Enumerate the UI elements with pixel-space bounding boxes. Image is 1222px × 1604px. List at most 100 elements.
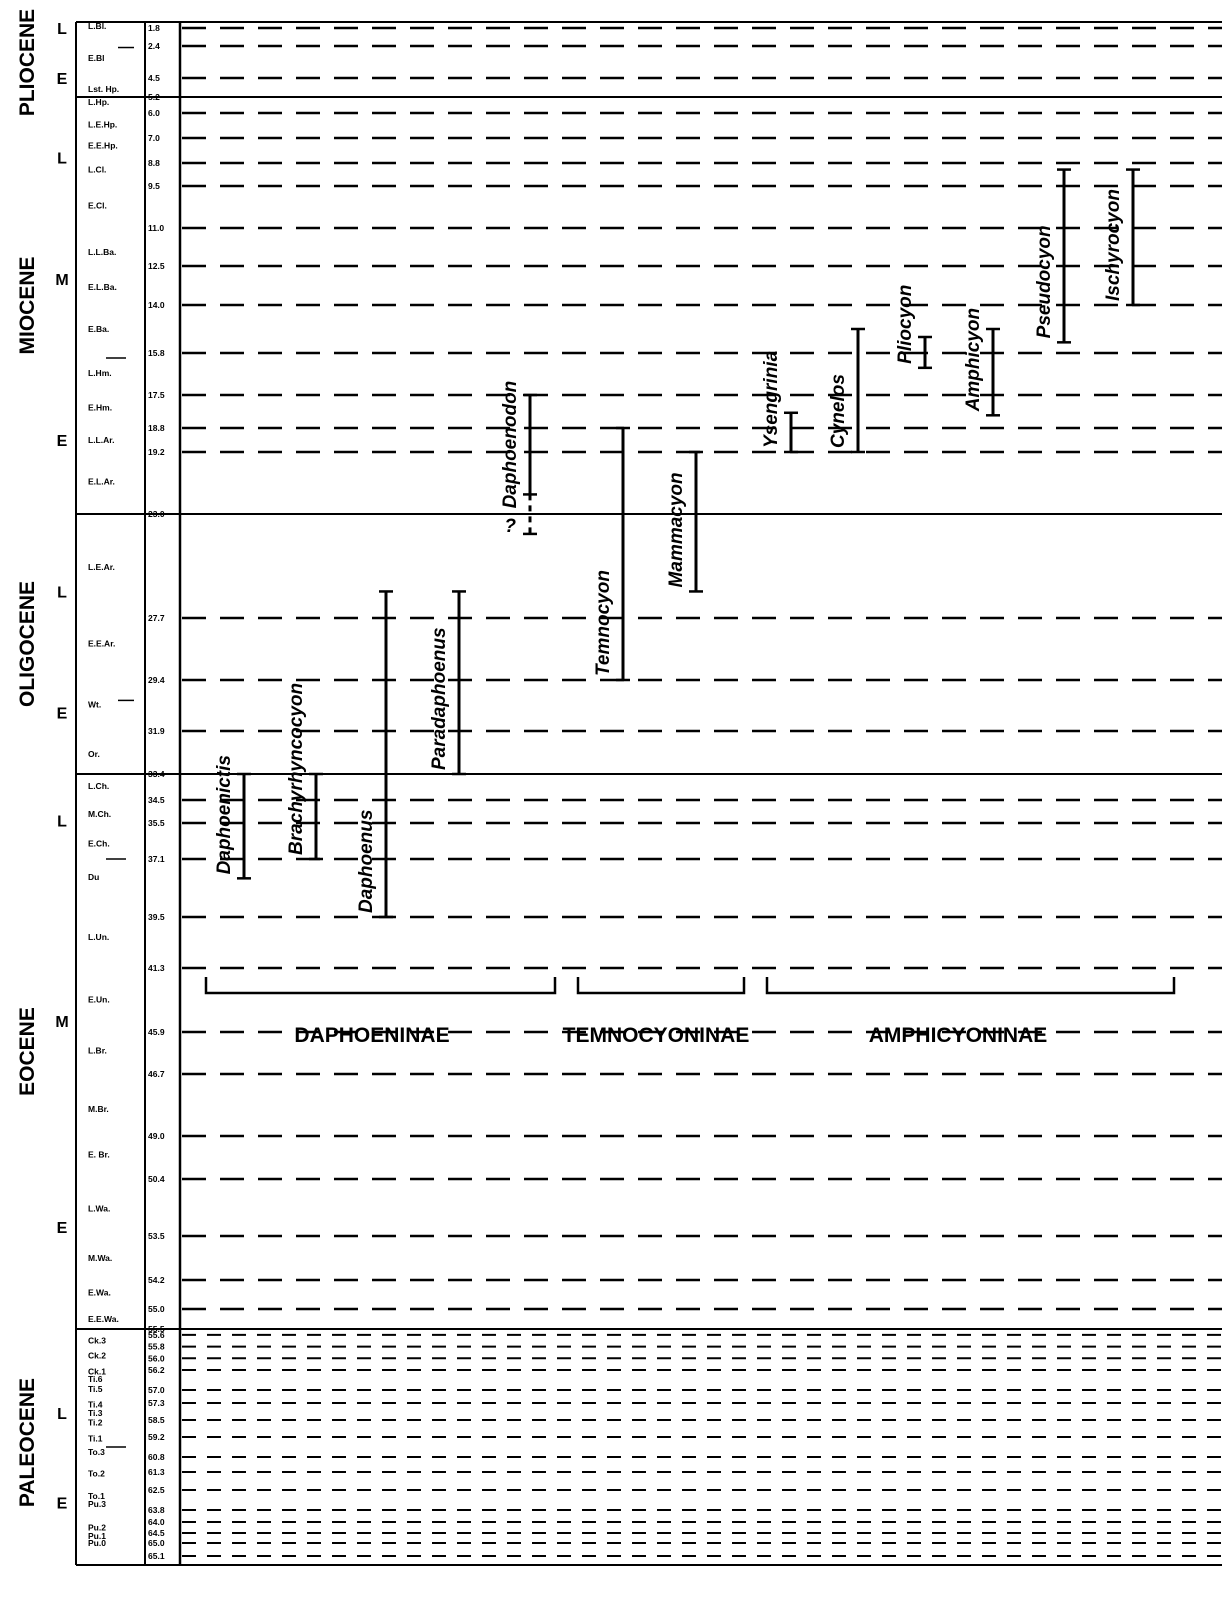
age-label: 7.0 — [148, 133, 160, 143]
nalma-label: E.L.Ba. — [88, 282, 117, 292]
nalma-stage-labels: L.Bl. E.Bl Lst. Hp. L.Hp. L.E.Hp. E.E.Hp. L.Cl… — [88, 21, 119, 1548]
genus-range-daphoenodon: ? Daphoenodon — [500, 381, 537, 537]
genus-range-temnocyon: Temnocyon — [593, 426, 630, 682]
age-label: 27.7 — [148, 613, 165, 623]
age-label: 56.2 — [148, 1365, 165, 1375]
subfamily-amphicyoninae — [765, 977, 1176, 995]
nalma-label: Pu.1 — [88, 1531, 106, 1541]
sub-epoch-label: M — [55, 272, 68, 289]
age-label: 19.2 — [148, 447, 165, 457]
sub-epoch-label: E — [57, 1220, 68, 1237]
uncertainty-mark: ? — [504, 516, 516, 537]
nalma-label: E.Wa. — [88, 1288, 111, 1298]
nalma-label: L.Ch. — [88, 781, 109, 791]
nalma-label: E.L.Ar. — [88, 476, 115, 486]
genus-range-mammacyon: Mammacyon — [666, 450, 703, 593]
epoch-label-miocene: MIOCENE — [16, 256, 39, 354]
nalma-label: Wt. — [88, 699, 101, 709]
sub-epoch-label: L — [57, 814, 67, 831]
nalma-label: Pu.2 — [88, 1523, 106, 1533]
age-label: 55.6 — [148, 1330, 165, 1340]
sub-epoch-label: L — [57, 1406, 67, 1423]
nalma-label: Ck.3 — [88, 1336, 106, 1346]
genus-label: Daphoenus — [356, 810, 377, 913]
genus-label: Pseudocyon — [1034, 225, 1055, 338]
age-label: 29.4 — [148, 675, 165, 685]
time-line-dashes — [182, 26, 1222, 1557]
genus-range-ischyrocyon: Ischyrocyon — [1103, 168, 1140, 307]
nalma-label: L.E.Hp. — [88, 119, 117, 129]
genus-label: Amphicyon — [963, 308, 984, 412]
age-label: 61.3 — [148, 1467, 165, 1477]
genus-range-amphicyon: Amphicyon — [963, 308, 1000, 417]
sub-epoch-label: L — [57, 150, 67, 167]
age-labels: 1.8 2.4 4.5 5.2 6.0 7.0 8.8 9.5 11.0 12.5 14.0 15.8… — [148, 23, 165, 1561]
epoch-label-pliocene: PLIOCENE — [16, 9, 39, 116]
genus-ranges: Daphoenictis Brachyrhyncocyon Daphoenus Par… — [214, 168, 1140, 919]
age-label: 59.2 — [148, 1432, 165, 1442]
age-label: 9.5 — [148, 181, 160, 191]
nalma-label: M.Br. — [88, 1104, 109, 1114]
nalma-label: E. Br. — [88, 1149, 110, 1159]
genus-range-daphoenus: Daphoenus — [356, 590, 393, 919]
nalma-label: L.L.Ar. — [88, 435, 114, 445]
age-label: 12.5 — [148, 261, 165, 271]
nalma-label: Ti.6 — [88, 1374, 103, 1384]
nalma-label: To.1 — [88, 1491, 105, 1501]
age-label: 63.8 — [148, 1505, 165, 1515]
nalma-label: E.E.Ar. — [88, 639, 115, 649]
nalma-label: L.L.Ba. — [88, 247, 116, 257]
epoch-label-eocene: EOCENE — [16, 1007, 39, 1096]
nalma-label: M.Wa. — [88, 1253, 112, 1263]
epoch-label-paleocene: PALEOCENE — [16, 1378, 39, 1507]
sub-epoch-label: E — [57, 433, 68, 450]
age-label: 50.4 — [148, 1174, 165, 1184]
genus-label: Temnocyon — [593, 570, 614, 676]
age-label: 54.2 — [148, 1275, 165, 1285]
nalma-label: Or. — [88, 749, 100, 759]
age-label: 65.1 — [148, 1551, 165, 1561]
genus-label: Mammacyon — [666, 472, 687, 587]
nalma-label: Ck.1 — [88, 1366, 106, 1376]
nalma-label: E.Hm. — [88, 403, 112, 413]
age-label: 55.8 — [148, 1342, 165, 1352]
genus-label: Brachyrhyncocyon — [286, 683, 307, 855]
age-label: 11.0 — [148, 223, 164, 233]
age-label: 33.4 — [148, 769, 165, 779]
sub-epoch-label: L — [57, 584, 67, 601]
nalma-label: To.2 — [88, 1469, 105, 1479]
age-label: 4.5 — [148, 73, 160, 83]
genus-label: Daphoenodon — [500, 381, 521, 509]
age-label: 64.5 — [148, 1528, 165, 1538]
genus-label: Ysengrinia — [761, 350, 782, 448]
genus-range-brachyrhyncocyon: Brachyrhyncocyon — [286, 683, 323, 861]
nalma-label: L.Hp. — [88, 97, 109, 107]
nalma-label: M.Ch. — [88, 809, 111, 819]
subfamily-bracket — [204, 977, 557, 995]
age-label: 31.9 — [148, 726, 165, 736]
nalma-label: L.Hm. — [88, 368, 112, 378]
age-label: 45.9 — [148, 1027, 165, 1037]
genus-range-daphoenictis: Daphoenictis — [214, 755, 251, 880]
nalma-label: L.E.Ar. — [88, 562, 115, 572]
age-label: 55.0 — [148, 1304, 165, 1314]
age-label: 39.5 — [148, 912, 165, 922]
sub-epoch-label: L — [57, 21, 67, 38]
subfamily-daphoeninae — [204, 977, 557, 995]
age-label: 37.1 — [148, 854, 165, 864]
genus-label: Cynelos — [828, 374, 849, 448]
nalma-label: E.Cl. — [88, 201, 107, 211]
epoch-boundary-lines — [76, 46, 1222, 1448]
age-label: 58.5 — [148, 1415, 165, 1425]
age-label: 60.8 — [148, 1452, 165, 1462]
age-label: 34.5 — [148, 795, 165, 805]
nalma-label: To.3 — [88, 1447, 105, 1457]
genus-range-paradaphoenus: Paradaphoenus — [429, 590, 466, 776]
subfamily-bracket — [576, 977, 746, 995]
age-label: 8.8 — [148, 158, 160, 168]
nalma-label: Ti.4 — [88, 1399, 103, 1409]
age-label: 64.0 — [148, 1517, 165, 1527]
nalma-label: Lst. Hp. — [88, 84, 119, 94]
subfamily-label: DAPHOENINAE — [294, 1024, 449, 1047]
